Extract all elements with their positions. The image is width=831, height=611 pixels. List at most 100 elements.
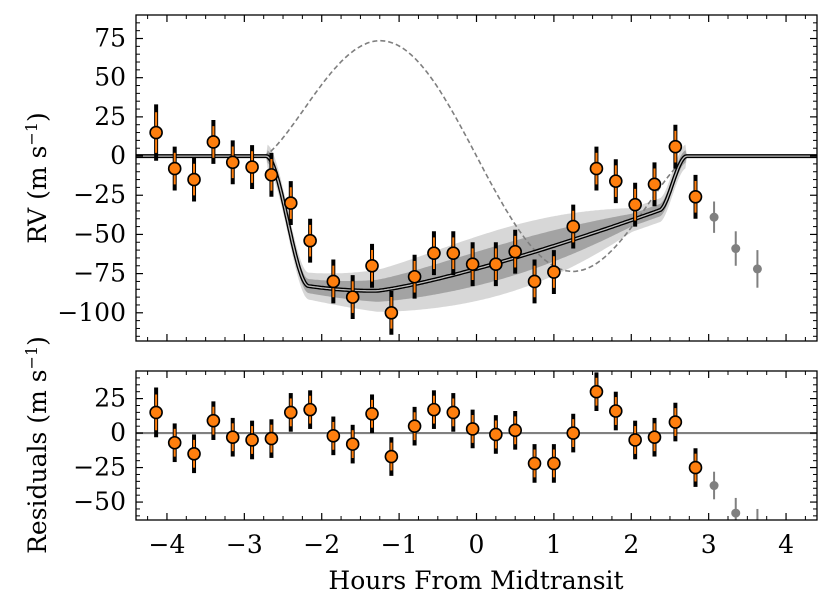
residual-data-point xyxy=(245,433,259,447)
residual-data-point xyxy=(283,405,298,420)
rv-ytick-label: −25 xyxy=(73,180,126,209)
residuals-panel: 250−25−50−4 −3 −2 −1 0 1 2 3 4 Residuals (m s−1)… xyxy=(22,336,818,595)
residual-data-point xyxy=(508,423,522,438)
rv-ylabel-close: ) xyxy=(23,112,52,122)
residual-data-point xyxy=(345,437,360,451)
rv-excluded-point xyxy=(709,212,719,222)
rv-ytick-label: −50 xyxy=(73,219,126,248)
residual-excluded-point xyxy=(731,508,741,518)
residual-data-point xyxy=(608,404,623,418)
residual-data-point xyxy=(206,413,221,428)
rv-panel: 75 50 25 0 −25 −50 −75 −100 RV (m s−1) xyxy=(22,14,818,342)
rv-ytick-label: 25 xyxy=(94,102,126,131)
residual-excluded-point xyxy=(709,481,719,491)
residuals-axes: 25 0 −25 −50 −4 −3 −2 −1 0 1 2 3 4 xyxy=(73,370,817,559)
rv-data-point xyxy=(608,174,623,188)
residual-data-point xyxy=(149,405,163,420)
rv-ytick-label: 75 xyxy=(94,24,126,53)
rv-data-point xyxy=(326,274,341,289)
rv-data-point xyxy=(149,125,163,140)
rv-data-point xyxy=(225,155,240,170)
residual-ytick-label: 0 xyxy=(110,418,126,447)
rv-data-point xyxy=(628,197,642,212)
rv-data-point xyxy=(465,257,480,272)
residual-ytick-label: 25 xyxy=(94,384,126,413)
x-axis-title: Hours From Midtransit xyxy=(328,566,623,595)
residual-ytick-label: −25 xyxy=(73,453,126,482)
residual-data-point xyxy=(427,402,441,417)
residual-ytick-label: −50 xyxy=(73,487,126,516)
rv-data-point xyxy=(365,258,379,273)
residual-data-point xyxy=(688,460,703,475)
residual-data-point xyxy=(527,456,542,471)
rv-excluded-point xyxy=(731,244,741,254)
residuals-ylabel-close: ) xyxy=(23,336,52,346)
rv-data-point xyxy=(206,135,221,149)
residual-data-point xyxy=(668,415,683,429)
residuals-plot-area xyxy=(136,372,817,530)
residual-xtick-label: −1 xyxy=(381,530,418,559)
residual-data-point xyxy=(384,449,399,464)
rv-data-point xyxy=(283,196,298,210)
residual-data-point xyxy=(167,435,182,450)
rv-plot-area xyxy=(136,39,817,335)
residual-xtick-label: 0 xyxy=(469,530,485,559)
rv-ylabel-exp: −1 xyxy=(22,122,41,146)
rv-data-point xyxy=(427,246,441,261)
rv-data-point xyxy=(547,265,561,279)
rv-data-point xyxy=(446,246,461,261)
residual-excluded-point xyxy=(753,521,762,530)
rv-data-point xyxy=(303,233,317,248)
rv-data-point xyxy=(407,269,422,284)
rv-excluded-point xyxy=(752,264,762,274)
rv-data-point xyxy=(167,161,182,176)
residual-data-point xyxy=(365,406,379,421)
rv-axes: 75 50 25 0 −25 −50 −75 −100 xyxy=(57,14,817,341)
residual-data-point xyxy=(264,431,279,446)
residuals-ylabel-unit: (m s xyxy=(23,369,52,423)
residual-data-point xyxy=(326,429,341,443)
residual-xtick-label: 2 xyxy=(623,530,639,559)
residuals-axis-title: Residuals (m s−1) xyxy=(22,336,53,554)
residual-data-point xyxy=(589,384,604,399)
rv-data-point xyxy=(668,139,683,154)
rv-ytick-label: −100 xyxy=(57,298,126,327)
model-band-1sigma xyxy=(136,150,817,302)
residuals-ylabel: Residuals xyxy=(23,432,52,554)
rv-data-point xyxy=(187,172,201,187)
residual-data-point xyxy=(465,422,480,436)
rv-data-point xyxy=(245,160,259,174)
residual-data-point xyxy=(647,430,662,445)
residual-xtick-label: −3 xyxy=(226,530,263,559)
residual-xtick-label: 1 xyxy=(546,530,562,559)
rv-data-point xyxy=(566,219,581,234)
rv-ytick-label: 50 xyxy=(94,63,126,92)
rv-data-point xyxy=(489,257,503,272)
residual-xtick-label: 3 xyxy=(701,530,717,559)
residual-data-point xyxy=(628,433,642,447)
rv-axis-title: RV (m s−1) xyxy=(22,112,53,244)
rv-ytick-label: −75 xyxy=(73,259,126,288)
residual-xtick-label: −2 xyxy=(303,530,340,559)
residual-data-point xyxy=(225,430,240,445)
residual-data-point xyxy=(187,446,201,461)
rv-data-point xyxy=(345,290,360,304)
rv-data-point xyxy=(264,168,279,182)
rv-ytick-label: 0 xyxy=(110,141,126,170)
residual-data-point xyxy=(547,456,561,471)
rv-data-point xyxy=(508,244,522,259)
residual-data-point xyxy=(407,419,422,433)
residual-xtick-label: 4 xyxy=(778,530,794,559)
residual-data-point xyxy=(446,405,461,420)
residual-xtick-label: −4 xyxy=(149,530,186,559)
rv-ylabel-unit: (m s xyxy=(23,146,52,200)
residual-data-point xyxy=(303,402,317,417)
rv-ylabel: RV xyxy=(23,207,52,244)
residuals-ylabel-exp: −1 xyxy=(22,346,41,370)
rv-data-point xyxy=(589,161,604,176)
rv-data-point xyxy=(384,305,399,320)
rv-data-point xyxy=(527,274,542,289)
rv-data-point xyxy=(647,177,662,192)
residual-data-point xyxy=(489,427,503,442)
